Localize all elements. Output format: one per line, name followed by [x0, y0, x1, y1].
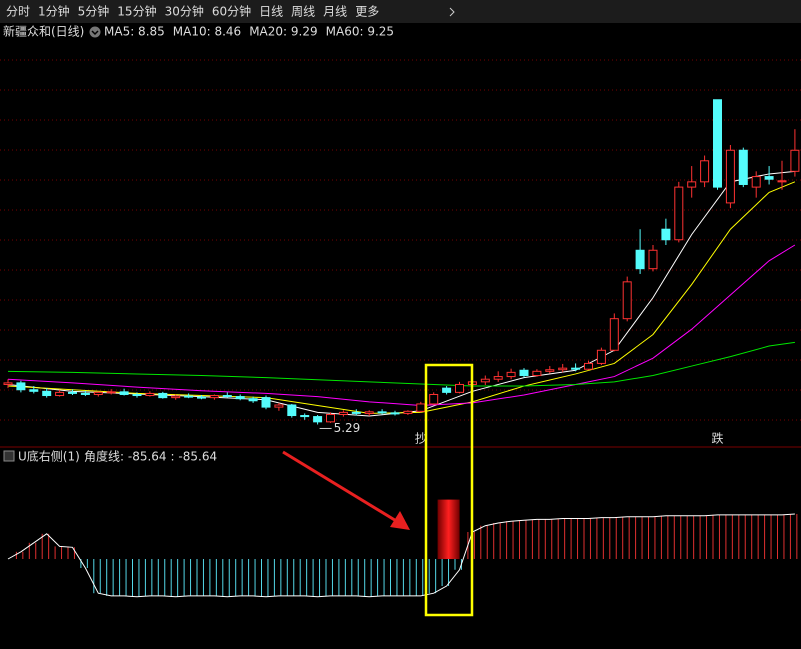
candle-body — [674, 186, 684, 241]
candle-body — [790, 149, 800, 172]
candle-body — [197, 396, 206, 399]
candle-body — [300, 415, 310, 418]
candle-body — [648, 249, 658, 270]
candle-body — [158, 392, 168, 399]
candle-body — [351, 411, 361, 414]
candle-body — [700, 160, 710, 183]
candle-body — [364, 411, 374, 414]
candle-body — [635, 249, 645, 270]
candle-body — [725, 149, 735, 204]
candle-body — [455, 383, 464, 393]
candle-body — [119, 391, 129, 395]
toolbar-tab[interactable]: 更多 — [355, 5, 379, 19]
candle-body — [326, 413, 335, 423]
indicator-line-label: 角度线: -85.64 — [84, 449, 167, 464]
candle-body — [545, 369, 555, 372]
candle-body — [145, 392, 155, 397]
candle-body — [738, 149, 748, 185]
chart-title: 新疆众和(日线) — [3, 24, 84, 39]
candle-body — [287, 404, 297, 417]
candle-body — [584, 362, 593, 370]
toolbar-bg — [0, 0, 801, 23]
arrow-head — [390, 511, 410, 530]
candle-body — [80, 392, 90, 395]
candle-body — [532, 370, 542, 377]
toolbar-tab[interactable]: 15分钟 — [117, 4, 156, 19]
candle-body — [506, 371, 516, 378]
ma-legend: MA60: 9.25 — [326, 25, 394, 39]
candle-body — [261, 397, 271, 408]
toolbar-tab[interactable]: 分时 — [6, 5, 30, 19]
candle-body — [377, 411, 387, 414]
candle-body — [429, 393, 439, 405]
candle-body — [274, 404, 284, 408]
candle-body — [248, 398, 258, 402]
signal-bar — [437, 499, 460, 559]
candle-body — [93, 391, 103, 395]
candle-body — [596, 349, 606, 364]
candle-body — [687, 181, 697, 188]
candle-body — [390, 412, 400, 415]
toolbar-tab[interactable]: 5分钟 — [78, 4, 110, 19]
indicator-name: U底右侧(1) — [18, 449, 80, 464]
signal-label: 抄 — [415, 432, 427, 446]
indicator-line — [7, 513, 795, 598]
candle-body — [184, 395, 194, 398]
candle-body — [493, 376, 503, 380]
candle-body — [713, 99, 722, 188]
candle-body — [68, 391, 77, 394]
candle-body — [55, 391, 65, 397]
ma-legend: MA10: 8.46 — [173, 25, 241, 39]
candle-body — [622, 281, 632, 320]
ma-legend: MA5: 8.85 — [104, 25, 165, 39]
ma-line — [7, 244, 796, 407]
candle-body — [442, 387, 452, 393]
indicator-toggle[interactable] — [3, 450, 15, 462]
candle-body — [480, 378, 490, 383]
more-chevron — [449, 7, 455, 17]
candle-body — [777, 180, 787, 183]
candle-body — [106, 391, 116, 394]
low-label: 5.29 — [334, 421, 361, 435]
ma-line — [7, 341, 795, 387]
candle-body — [403, 410, 413, 414]
candle-body — [338, 411, 348, 415]
candle-body — [661, 228, 671, 241]
legend-toggle[interactable] — [89, 26, 101, 38]
toolbar-tab[interactable]: 周线 — [291, 5, 315, 19]
candle-body — [751, 176, 761, 188]
legend-toggle-icon — [91, 30, 99, 36]
toolbar-tab[interactable]: 60分钟 — [212, 4, 251, 19]
candle-body — [558, 367, 568, 371]
candle-body — [222, 395, 232, 398]
candle-body — [132, 393, 142, 397]
signal-label: 跌 — [711, 431, 723, 446]
candle-body — [235, 396, 245, 400]
candle-body — [313, 416, 323, 423]
candle-body — [519, 369, 529, 377]
candle-body — [571, 367, 581, 370]
candle-body — [764, 176, 774, 180]
highlight-box — [424, 363, 474, 617]
toolbar-tab[interactable]: 30分钟 — [165, 4, 204, 19]
ma-legend: MA20: 9.29 — [249, 25, 317, 39]
toolbar-tab[interactable]: 月线 — [323, 5, 347, 19]
candle-body — [416, 403, 426, 412]
toolbar-tab[interactable]: 1分钟 — [38, 4, 70, 19]
candle-body — [16, 382, 26, 391]
candle-body — [29, 389, 39, 392]
candle-body — [209, 395, 219, 399]
candle-body — [42, 390, 52, 397]
candle-body — [171, 395, 181, 399]
toolbar-tab[interactable]: 日线 — [259, 5, 283, 19]
candle-body — [3, 382, 13, 385]
indicator-value-label: : -85.64 — [171, 450, 218, 464]
candle-body — [609, 318, 619, 351]
arrow-shaft — [282, 450, 399, 524]
